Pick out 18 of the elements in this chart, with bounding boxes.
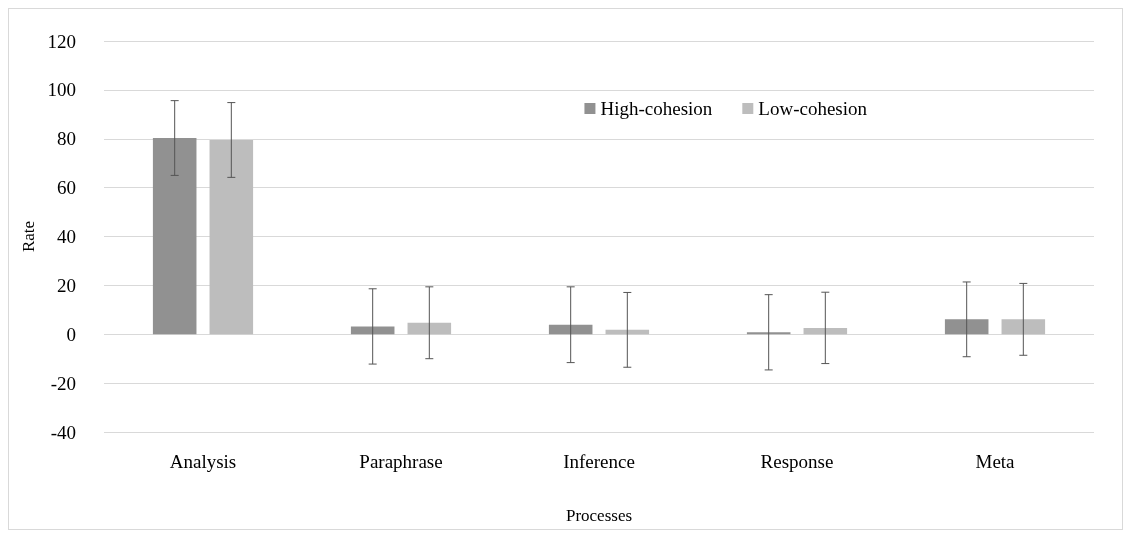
y-tick-label: 60 [57, 177, 76, 199]
y-axis-title: Rate [18, 220, 38, 253]
x-tick-label: Analysis [169, 451, 237, 472]
legend-label: Low-cohesion [758, 98, 868, 119]
y-tick-label: -40 [50, 421, 76, 443]
y-tick-label: 120 [47, 30, 76, 52]
x-tick-label: Paraphrase [359, 451, 443, 472]
y-tick-label: 100 [47, 79, 76, 101]
y-tick-label: 20 [57, 274, 76, 296]
x-tick-label: Inference [563, 451, 635, 472]
x-axis-title: Processes [565, 506, 633, 525]
y-tick-label: 0 [66, 323, 76, 345]
y-tick-label: 40 [57, 226, 76, 247]
y-tick-label: -20 [50, 372, 76, 394]
x-tick-label: Meta [975, 451, 1016, 472]
y-tick-label: 80 [57, 128, 76, 150]
legend-label: High-cohesion [600, 98, 713, 119]
x-tick-label: Response [760, 451, 834, 472]
